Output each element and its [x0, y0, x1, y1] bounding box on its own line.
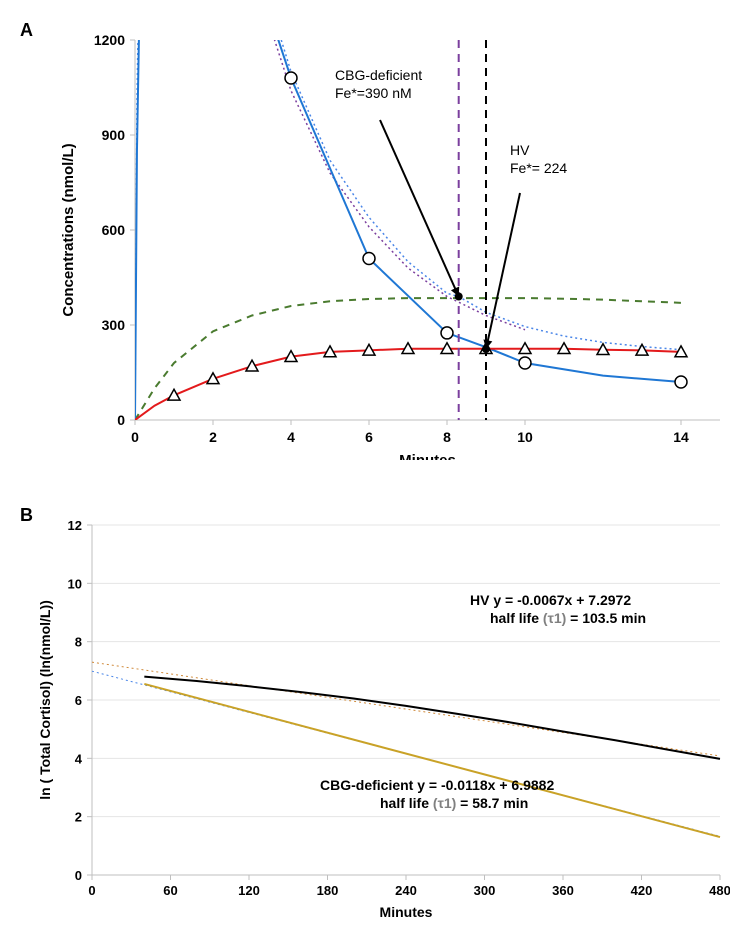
panel-a: A 0 2 4 6 8 10 14 0 300 600 900 1200 Minutes Concentr…	[20, 20, 730, 460]
svg-text:0: 0	[75, 868, 82, 883]
svg-text:12: 12	[68, 518, 82, 533]
svg-text:Minutes: Minutes	[380, 904, 433, 920]
svg-text:900: 900	[102, 127, 126, 143]
svg-text:300: 300	[102, 317, 126, 333]
svg-text:half life (τ1) = 58.7 min: half life (τ1) = 58.7 min	[380, 795, 528, 811]
svg-text:half life (τ1) = 103.5 min: half life (τ1) = 103.5 min	[490, 610, 646, 626]
svg-text:14: 14	[673, 429, 689, 445]
svg-text:8: 8	[443, 429, 451, 445]
svg-text:60: 60	[163, 883, 177, 898]
svg-text:480: 480	[709, 883, 730, 898]
svg-text:HV: HV	[510, 142, 530, 158]
svg-text:420: 420	[631, 883, 653, 898]
svg-text:0: 0	[131, 429, 139, 445]
svg-text:CBG-deficient y = -0.0118x +: CBG-deficient y = -0.0118x + 6.9882	[320, 777, 554, 793]
svg-text:300: 300	[474, 883, 496, 898]
svg-text:6: 6	[365, 429, 373, 445]
svg-text:Concentrations (nmol/L): Concentrations (nmol/L)	[60, 143, 77, 316]
svg-text:600: 600	[102, 222, 126, 238]
svg-text:CBG-deficient: CBG-deficient	[335, 67, 422, 83]
svg-text:240: 240	[395, 883, 417, 898]
svg-text:0: 0	[117, 412, 125, 428]
svg-text:2: 2	[75, 810, 82, 825]
svg-text:360: 360	[552, 883, 574, 898]
svg-text:Fe*=390 nM: Fe*=390 nM	[335, 85, 412, 101]
svg-text:10: 10	[68, 576, 82, 591]
svg-text:0: 0	[88, 883, 95, 898]
svg-text:HV y = -0.0067x + 7.2972: HV y = -0.0067x + 7.2972	[470, 592, 631, 608]
svg-text:Fe*= 224: Fe*= 224	[510, 160, 567, 176]
svg-text:4: 4	[75, 751, 83, 766]
svg-text:6: 6	[75, 693, 82, 708]
svg-text:8: 8	[75, 635, 82, 650]
panel-b-svg: 0 60 120 180 240 300 360 420 480 0 2 4 6 8 10 12 Minutes…	[20, 510, 730, 930]
svg-text:2: 2	[209, 429, 217, 445]
svg-text:Minutes: Minutes	[399, 452, 456, 460]
svg-text:180: 180	[317, 883, 339, 898]
panel-a-label: A	[20, 20, 33, 41]
svg-text:120: 120	[238, 883, 260, 898]
svg-text:4: 4	[287, 429, 295, 445]
panel-a-svg: 0 2 4 6 8 10 14 0 300 600 900 1200 Minutes Concentrat…	[20, 20, 730, 460]
panel-b: B 060120180240300360420480024681012Minut…	[20, 510, 730, 930]
svg-text:10: 10	[517, 429, 533, 445]
panel-b-label: B	[20, 505, 33, 526]
svg-text:ln ( Total Cortisol) (ln(nmol/: ln ( Total Cortisol) (ln(nmol/L))	[37, 600, 53, 800]
svg-text:1200: 1200	[94, 32, 125, 48]
